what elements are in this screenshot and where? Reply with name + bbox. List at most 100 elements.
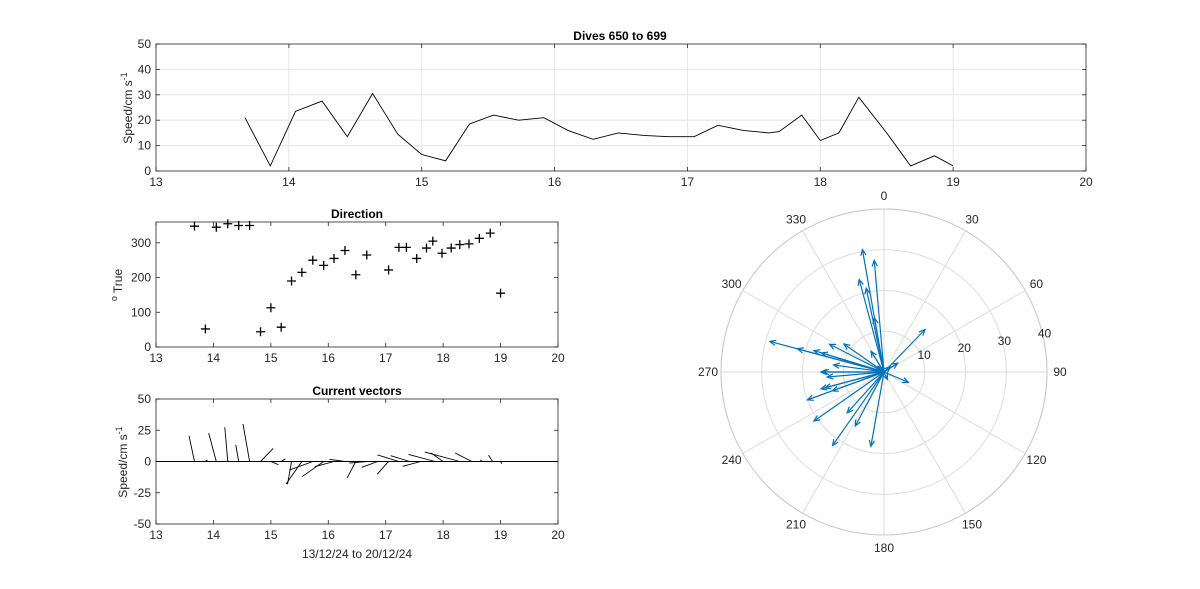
- direction-xtick-label: 13: [149, 351, 163, 365]
- polar-arrow-head: [868, 439, 876, 448]
- polar-radius-label: 10: [917, 348, 931, 362]
- current-vector-stick: [500, 461, 503, 464]
- vectors-chart-ylabel-sup: -1: [114, 426, 124, 434]
- polar-radius-label: 20: [958, 341, 972, 355]
- vectors-chart-xlabel: 13/12/24 to 20/12/24: [302, 547, 412, 561]
- polar-arrow-head: [825, 373, 834, 380]
- speed-xtick-label: 17: [681, 175, 695, 189]
- direction-axes-box: [155, 221, 559, 348]
- direction-ytick-label: 100: [131, 305, 151, 319]
- polar-current-arrow: [829, 343, 885, 373]
- current-vector-stick: [270, 461, 279, 466]
- speed-xtick-label: 14: [282, 175, 296, 189]
- direction-point-marker: [362, 250, 372, 260]
- current-vector-stick: [424, 451, 460, 462]
- current-vector-stick: [208, 433, 217, 462]
- vectors-xtick-label: 17: [379, 528, 393, 542]
- polar-arrow-head: [830, 385, 839, 392]
- direction-point-marker: [351, 270, 361, 280]
- polar-current-arrow: [861, 249, 885, 373]
- current-vector-stick: [346, 461, 357, 479]
- current-vector-stick: [301, 461, 324, 477]
- polar-outer-ring: [720, 208, 1048, 536]
- direction-xtick-label: 18: [436, 351, 450, 365]
- polar-arrow-head: [918, 328, 927, 336]
- current-vector-stick: [188, 435, 195, 462]
- polar-arrow-head: [876, 365, 885, 373]
- polar-angle-label: 30: [965, 213, 979, 227]
- direction-point-marker: [245, 220, 255, 230]
- speed-time-series-axes: Dives 650 to 699 Speed/cm s-1 13 14 15 16 17…: [119, 29, 1093, 189]
- direction-point-marker: [474, 233, 484, 243]
- direction-point-marker: [384, 265, 394, 275]
- polar-current-arrow: [769, 340, 885, 373]
- polar-arrow-head: [891, 362, 899, 369]
- polar-arrow-head: [828, 343, 837, 350]
- direction-point-marker: [223, 219, 233, 229]
- direction-point-marker: [464, 239, 474, 249]
- current-vector-stick: [280, 458, 286, 462]
- current-vector-stick: [242, 423, 251, 462]
- current-vector-stick: [454, 452, 473, 462]
- direction-point-marker: [455, 240, 465, 250]
- vectors-xtick-label: 18: [436, 528, 450, 542]
- vectors-ytick-label: 25: [138, 423, 152, 437]
- speed-plot-area: [156, 44, 1086, 171]
- polar-angle-label: 0: [881, 189, 888, 203]
- current-vector-stick: [329, 458, 346, 462]
- direction-point-marker: [428, 236, 438, 246]
- direction-point-marker: [189, 221, 199, 231]
- polar-current-arrow: [833, 364, 885, 373]
- current-vector-stick: [224, 427, 229, 462]
- polar-current-arrow: [824, 371, 885, 389]
- polar-current-arrow: [846, 371, 885, 414]
- polar-current-arrow: [883, 329, 926, 373]
- polar-arrow-head: [806, 394, 814, 401]
- direction-point-marker: [340, 245, 350, 255]
- speed-ytick-label: 30: [138, 88, 152, 102]
- vectors-xtick-label: 15: [264, 528, 278, 542]
- current-vectors-axes: Current vectors Speed/cm s-1 13/12/24 to…: [114, 384, 565, 561]
- vectors-xtick-label: 14: [207, 528, 221, 542]
- direction-chart-ylabel-sup: o: [109, 296, 119, 301]
- speed-ytick-label: 20: [138, 113, 152, 127]
- polar-angle-spoke: [883, 290, 1026, 373]
- polar-angle-label: 120: [1026, 453, 1046, 467]
- polar-arrow-head: [864, 286, 871, 295]
- vectors-ytick-label: 0: [144, 455, 151, 469]
- direction-point-marker: [319, 260, 329, 270]
- polar-angle-spoke: [742, 290, 885, 373]
- current-vector-stick: [285, 461, 303, 485]
- polar-arrow-head: [823, 383, 832, 390]
- current-vector-stick: [488, 454, 493, 462]
- speed-chart-ylabel-main: Speed/cm s: [121, 80, 135, 143]
- polar-arrow-head: [870, 350, 877, 358]
- current-vector-stick: [349, 461, 367, 464]
- polar-arrow-head: [860, 248, 867, 257]
- polar-arrow-head: [871, 258, 878, 267]
- polar-arrow-head: [819, 368, 828, 376]
- polar-angle-spoke: [883, 371, 966, 514]
- polar-compass-axes: 0 30 60 90 120 150 180 210 240 270 300 330 10 20 30 40: [698, 189, 1067, 555]
- polar-angle-spoke: [742, 371, 885, 454]
- polar-arrow-head: [821, 368, 830, 376]
- direction-point-marker: [287, 276, 297, 286]
- direction-point-marker: [308, 255, 318, 265]
- polar-arrow-head: [883, 366, 892, 374]
- direction-xtick-label: 20: [551, 351, 565, 365]
- speed-xtick-label: 19: [946, 175, 960, 189]
- polar-current-arrow: [827, 371, 885, 378]
- current-vector-stick: [361, 461, 378, 468]
- polar-angle-label: 180: [874, 541, 894, 555]
- polar-angle-label: 240: [722, 453, 742, 467]
- direction-point-marker: [496, 288, 506, 298]
- speed-xtick-label: 20: [1079, 175, 1093, 189]
- polar-current-arrow: [870, 371, 885, 447]
- direction-point-marker: [329, 253, 339, 263]
- polar-current-arrow: [854, 371, 885, 427]
- polar-angle-spoke: [883, 230, 966, 373]
- speed-series-line: [244, 92, 954, 167]
- vectors-chart-ylabel: Speed/cm s-1: [114, 426, 130, 497]
- polar-angle-label: 300: [722, 277, 742, 291]
- direction-chart-title: Direction: [331, 207, 383, 221]
